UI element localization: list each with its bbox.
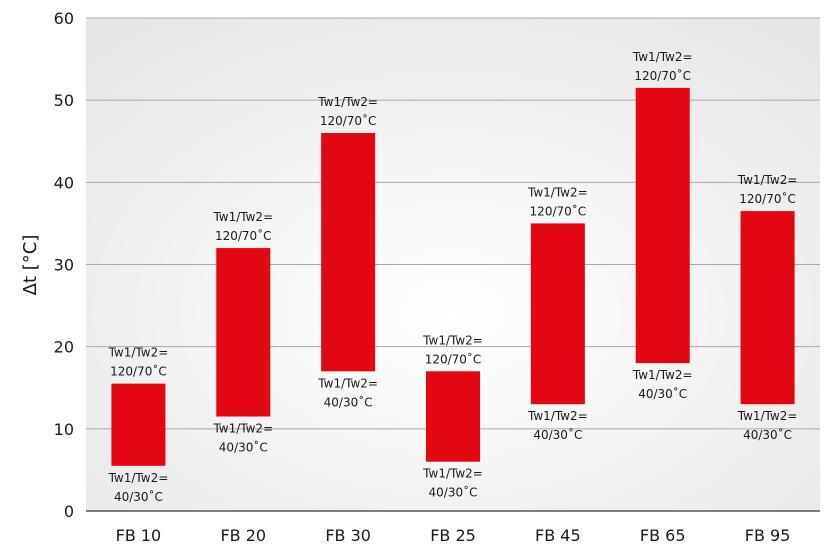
x-tick-label: FB 30: [325, 526, 371, 545]
bar: [216, 248, 271, 417]
bar-low-label-line1: Tw1/Tw2=: [422, 467, 483, 481]
bar-low-label-line1: Tw1/Tw2=: [317, 376, 378, 390]
x-tick-label: FB 25: [430, 526, 476, 545]
bar-low-label-line2: 40/30˚C: [743, 427, 792, 442]
bar-low-label-line2: 40/30˚C: [219, 440, 268, 455]
bar-high-label-line1: Tw1/Tw2=: [212, 210, 273, 224]
bar-low-label-line2: 40/30˚C: [114, 489, 163, 504]
bar-low-label-line1: Tw1/Tw2=: [632, 368, 693, 382]
bar-high-label-line1: Tw1/Tw2=: [108, 346, 169, 360]
x-tick-label: FB 65: [640, 526, 686, 545]
bar: [740, 211, 795, 405]
bar: [530, 223, 585, 405]
x-tick-label: FB 10: [116, 526, 162, 545]
y-tick-label: 30: [54, 256, 74, 275]
bar-high-label-line2: 120/70˚C: [320, 113, 377, 128]
bar-high-label-line2: 120/70˚C: [215, 228, 272, 243]
bar-low-label-line1: Tw1/Tw2=: [212, 422, 273, 436]
y-axis-label: Δt [°C]: [20, 235, 41, 296]
bar-low-label-line1: Tw1/Tw2=: [737, 409, 798, 423]
bar-low-label-line2: 40/30˚C: [638, 386, 687, 401]
bar-low-label-line2: 40/30˚C: [324, 394, 373, 409]
x-tick-label: FB 45: [535, 526, 581, 545]
bar-high-label-line1: Tw1/Tw2=: [632, 50, 693, 64]
bar-high-label-line1: Tw1/Tw2=: [422, 333, 483, 347]
x-tick-labels: FB 10 FB 20 FB 30 FB 25 FB 45 FB 65 FB 95: [116, 526, 791, 545]
y-tick-label: 50: [54, 91, 74, 110]
y-tick-label: 40: [54, 173, 74, 192]
bar: [635, 87, 690, 364]
bar: [111, 383, 166, 466]
bar-high-label-line2: 120/70˚C: [634, 68, 691, 83]
y-tick-label: 60: [54, 9, 74, 28]
y-tick-label: 0: [64, 502, 74, 521]
bar-low-label-line1: Tw1/Tw2=: [108, 471, 169, 485]
bar: [426, 371, 480, 462]
bar-high-label-line1: Tw1/Tw2=: [317, 95, 378, 109]
bar-labels: Tw1/Tw2= 120/70˚C Tw1/Tw2= 40/30˚C Tw1/Tw2= 1…: [108, 50, 798, 504]
bar-high-label-line2: 120/70˚C: [739, 191, 796, 206]
bar-low-label-line1: Tw1/Tw2=: [527, 409, 588, 423]
bar-high-label-line1: Tw1/Tw2=: [737, 173, 798, 187]
bar-high-label-line1: Tw1/Tw2=: [527, 185, 588, 199]
bars: [111, 87, 795, 466]
x-tick-label: FB 20: [220, 526, 266, 545]
bar-high-label-line2: 120/70˚C: [110, 364, 167, 379]
bar-high-label-line2: 120/70˚C: [425, 351, 482, 366]
y-tick-label: 10: [54, 420, 74, 439]
y-tick-labels: 0 10 20 30 40 50 60: [54, 9, 74, 521]
bar-low-label-line2: 40/30˚C: [533, 427, 582, 442]
bar-low-label-line2: 40/30˚C: [429, 485, 478, 500]
x-tick-label: FB 95: [745, 526, 791, 545]
bar: [321, 133, 376, 372]
y-tick-label: 20: [54, 338, 74, 357]
bar-high-label-line2: 120/70˚C: [530, 203, 587, 218]
